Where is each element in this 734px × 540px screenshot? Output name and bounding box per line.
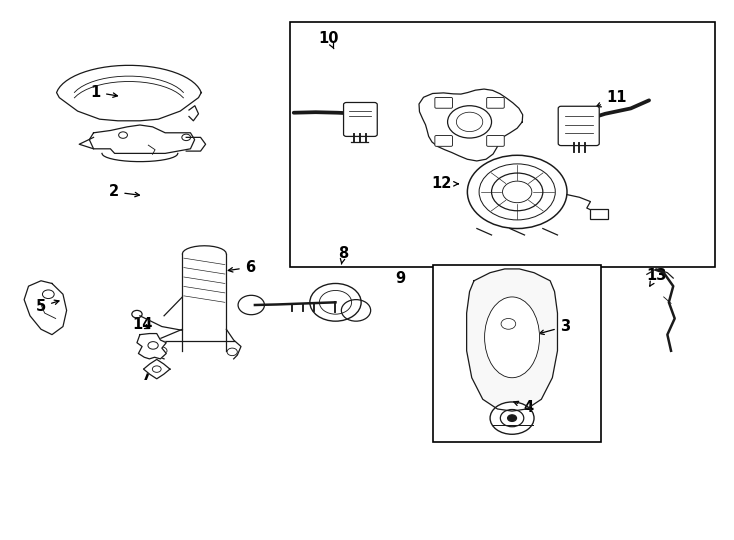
Circle shape bbox=[508, 415, 517, 421]
Polygon shape bbox=[137, 334, 167, 359]
Bar bbox=[433, 265, 601, 442]
FancyBboxPatch shape bbox=[435, 97, 452, 108]
Text: 6: 6 bbox=[228, 260, 255, 275]
Text: 2: 2 bbox=[109, 184, 139, 199]
FancyBboxPatch shape bbox=[344, 103, 377, 137]
FancyBboxPatch shape bbox=[559, 106, 599, 146]
Text: 11: 11 bbox=[597, 90, 626, 107]
Polygon shape bbox=[467, 269, 558, 411]
Polygon shape bbox=[24, 281, 67, 335]
Polygon shape bbox=[90, 125, 195, 153]
Text: 1: 1 bbox=[91, 85, 117, 100]
Polygon shape bbox=[144, 360, 170, 379]
Text: 12: 12 bbox=[432, 177, 458, 191]
FancyBboxPatch shape bbox=[435, 136, 452, 146]
Text: 10: 10 bbox=[319, 31, 339, 49]
Circle shape bbox=[468, 156, 567, 228]
Text: 9: 9 bbox=[395, 271, 405, 286]
Ellipse shape bbox=[484, 297, 539, 377]
Bar bbox=[290, 22, 715, 267]
Polygon shape bbox=[419, 89, 523, 161]
Text: 3: 3 bbox=[539, 319, 570, 334]
Circle shape bbox=[448, 106, 492, 138]
Text: 14: 14 bbox=[132, 318, 152, 333]
Text: 5: 5 bbox=[36, 299, 59, 314]
Text: 8: 8 bbox=[338, 246, 349, 264]
Text: 7: 7 bbox=[142, 368, 158, 382]
Circle shape bbox=[490, 402, 534, 434]
Circle shape bbox=[341, 300, 371, 321]
Text: 13: 13 bbox=[646, 268, 666, 286]
FancyBboxPatch shape bbox=[487, 97, 504, 108]
FancyBboxPatch shape bbox=[590, 208, 608, 219]
Text: 4: 4 bbox=[514, 400, 533, 415]
FancyBboxPatch shape bbox=[487, 136, 504, 146]
Circle shape bbox=[310, 284, 361, 321]
Circle shape bbox=[238, 295, 264, 315]
Polygon shape bbox=[57, 65, 201, 121]
